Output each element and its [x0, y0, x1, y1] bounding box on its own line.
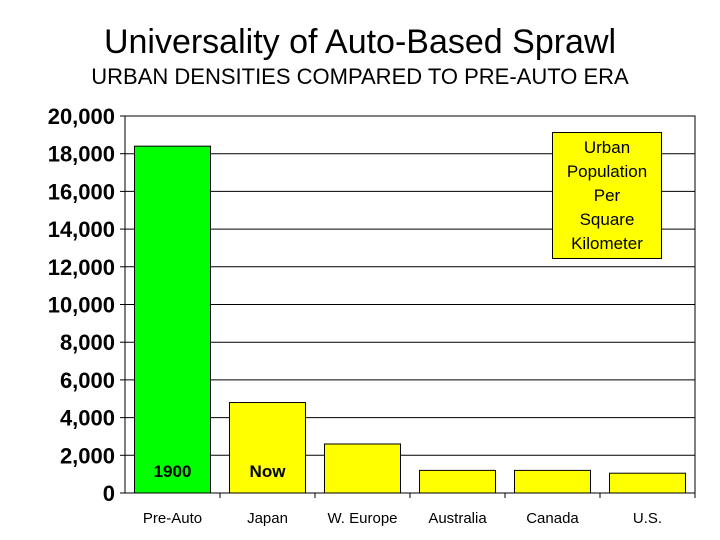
x-tick-label: Australia: [428, 510, 487, 527]
y-tick-label: 4,000: [60, 406, 115, 431]
chart-subtitle: URBAN DENSITIES COMPARED TO PRE-AUTO ERA: [91, 64, 629, 89]
x-tick-label: Canada: [526, 510, 579, 527]
y-tick-label: 12,000: [48, 255, 115, 280]
y-tick-label: 8,000: [60, 330, 115, 355]
bar-label: 1900: [154, 462, 192, 481]
y-tick-label: 20,000: [48, 104, 115, 129]
bar-3: [419, 469, 496, 494]
y-tick-label: 2,000: [60, 443, 115, 468]
y-tick-label: 18,000: [48, 142, 115, 167]
bar-0: [134, 145, 211, 494]
bar-4: [514, 469, 591, 494]
bar-5: [609, 472, 686, 494]
bar-1: [229, 402, 306, 494]
y-tick-label: 14,000: [48, 217, 115, 242]
x-tick-label: Pre-Auto: [143, 510, 202, 527]
x-tick-label: W. Europe: [327, 510, 397, 527]
y-tick-label: 6,000: [60, 368, 115, 393]
y-tick-label: 0: [103, 481, 115, 506]
bar-2: [324, 443, 401, 494]
y-tick-label: 16,000: [48, 179, 115, 204]
legend-box: Urban Population Per Square Kilometer: [552, 132, 662, 259]
y-tick-label: 10,000: [48, 293, 115, 318]
x-tick-label: U.S.: [633, 510, 662, 527]
x-tick-label: Japan: [247, 510, 288, 527]
bar-label: Now: [250, 462, 287, 481]
legend-text: Urban Population Per Square Kilometer: [566, 137, 648, 253]
chart-title: Universality of Auto-Based Sprawl: [103, 23, 617, 61]
